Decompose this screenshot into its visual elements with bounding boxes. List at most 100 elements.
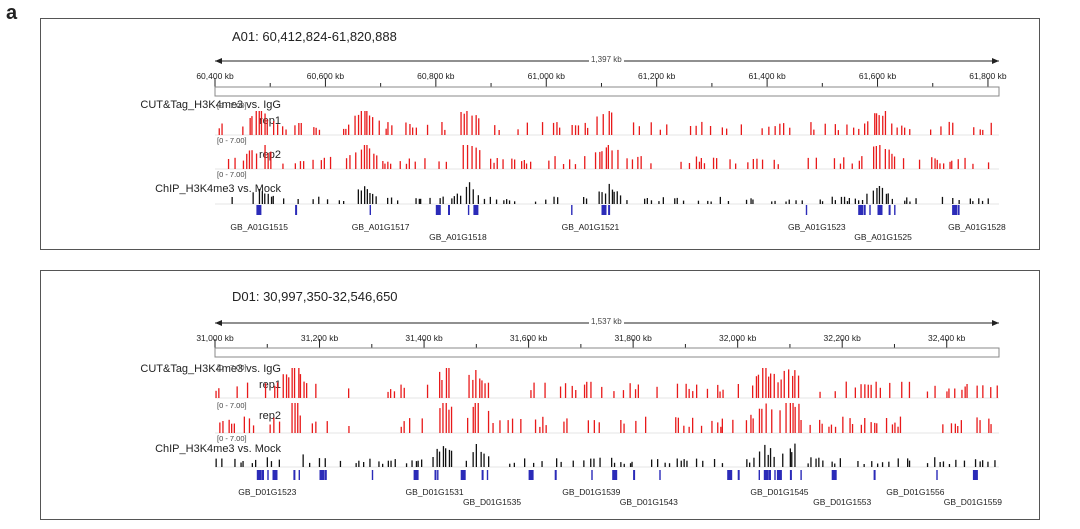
gene-block — [659, 470, 661, 480]
gene-block — [763, 470, 769, 480]
gene-block — [894, 205, 896, 215]
gene-block — [437, 470, 439, 480]
gene-label: GB_D01G1523 — [238, 487, 297, 497]
gene-block — [869, 205, 871, 215]
signal-track — [215, 182, 999, 205]
tick-label: 61,200 kb — [638, 71, 676, 81]
track-range: [0 - 7.00] — [217, 434, 247, 443]
gene-label: GB_D01G1535 — [462, 497, 522, 507]
signal-track — [215, 403, 999, 434]
track-name: rep1 — [258, 379, 281, 391]
gene-annotation-track — [256, 470, 978, 480]
gene-block — [267, 470, 269, 480]
tick-label: 31,400 kb — [405, 333, 443, 343]
signal-track — [215, 368, 999, 399]
gene-block — [256, 470, 262, 480]
track-name: ChIP_H3K4me3 vs. Mock — [155, 183, 281, 195]
gene-block — [789, 470, 792, 480]
gene-label: GB_D01G1553 — [813, 497, 872, 507]
tick-label: 31,800 kb — [614, 333, 652, 343]
gene-block — [460, 470, 466, 480]
gene-block — [633, 470, 636, 480]
gene-block — [612, 470, 618, 480]
gene-label: GB_A01G1523 — [787, 222, 846, 232]
signal-track — [215, 111, 999, 136]
gene-block — [324, 470, 327, 480]
tick-label: 61,600 kb — [858, 71, 897, 81]
chromosome-ruler — [214, 86, 1000, 97]
gene-block — [957, 205, 960, 215]
gene-label: GB_D01G1543 — [619, 497, 678, 507]
tick-label: 32,400 kb — [928, 333, 966, 343]
coordinate-axis — [214, 58, 1000, 97]
gene-block — [877, 205, 883, 215]
gene-block — [272, 470, 278, 480]
gene-block — [608, 205, 611, 215]
gene-label: GB_A01G1517 — [351, 222, 410, 232]
gene-block — [295, 205, 298, 215]
gene-block — [467, 205, 470, 215]
tick-label: 61,800 kb — [969, 71, 1007, 81]
gene-block — [858, 205, 864, 215]
gene-block — [486, 470, 489, 480]
tick-label: 60,800 kb — [417, 71, 455, 81]
gene-block — [727, 470, 733, 480]
gene-annotation-track — [256, 205, 960, 215]
gene-block — [475, 205, 478, 215]
tick-label: 60,600 kb — [306, 71, 345, 81]
tick-label: 61,400 kb — [748, 71, 786, 81]
gene-block — [863, 205, 866, 215]
track-group-label: CUT&Tag_H3K4me3 vs. IgG — [140, 99, 281, 111]
genome-browser-panel-a01: A01: 60,412,824-61,820,888 1,397 kb 60,40… — [40, 18, 1040, 250]
gene-label: GB_D01G1545 — [750, 487, 809, 497]
gene-block — [448, 205, 450, 215]
gene-block — [952, 205, 958, 215]
tick-label: 61,000 kb — [527, 71, 565, 81]
gene-block — [873, 470, 876, 480]
signal-track — [215, 443, 999, 468]
genome-browser-panel-d01: D01: 30,997,350-32,546,650 1,537 kb 31,00… — [40, 270, 1040, 520]
gene-block — [888, 205, 891, 215]
gene-block — [776, 470, 782, 480]
chromosome-ruler — [214, 347, 1000, 358]
gene-block — [554, 470, 557, 480]
gene-block — [369, 205, 371, 215]
track-range: [0 - 7.00] — [217, 363, 247, 372]
track-range: [0 - 7.00] — [217, 401, 247, 410]
gene-label: GB_A01G1521 — [561, 222, 620, 232]
track-range: [0 - 7.00] — [217, 170, 247, 179]
gene-label: GB_D01G1531 — [405, 487, 464, 497]
coordinate-axis — [214, 320, 1000, 358]
gene-block — [972, 470, 978, 480]
gene-block — [831, 470, 837, 480]
gene-block — [936, 470, 938, 480]
gene-block — [293, 470, 296, 480]
gene-block — [601, 205, 607, 215]
gene-block — [769, 470, 771, 480]
gene-block — [434, 470, 437, 480]
locus-title: A01: 60,412,824-61,820,888 — [232, 29, 397, 44]
locus-title: D01: 30,997,350-32,546,650 — [232, 289, 398, 304]
gene-block — [805, 205, 808, 215]
gene-label: GB_A01G1528 — [948, 222, 1006, 232]
tick-label: 31,200 kb — [300, 333, 339, 343]
tick-label: 31,000 kb — [196, 333, 234, 343]
gene-block — [774, 470, 776, 480]
gene-block — [528, 470, 534, 480]
tick-label: 32,200 kb — [823, 333, 861, 343]
tick-label: 32,000 kb — [718, 333, 757, 343]
span-label: 1,397 kb — [589, 55, 624, 64]
gene-block — [298, 470, 300, 480]
tick-label: 31,600 kb — [509, 333, 548, 343]
gene-block — [571, 205, 573, 215]
gene-block — [481, 470, 484, 480]
gene-block — [256, 205, 262, 215]
gene-label: GB_A01G1518 — [429, 232, 487, 242]
span-label: 1,537 kb — [589, 317, 624, 326]
gene-label: GB_A01G1525 — [854, 232, 912, 242]
track-group-label: CUT&Tag_H3K4me3 vs. IgG — [140, 363, 281, 375]
gene-block — [262, 470, 264, 480]
gene-block — [758, 470, 760, 480]
gene-block — [800, 470, 802, 480]
gene-block — [413, 470, 419, 480]
